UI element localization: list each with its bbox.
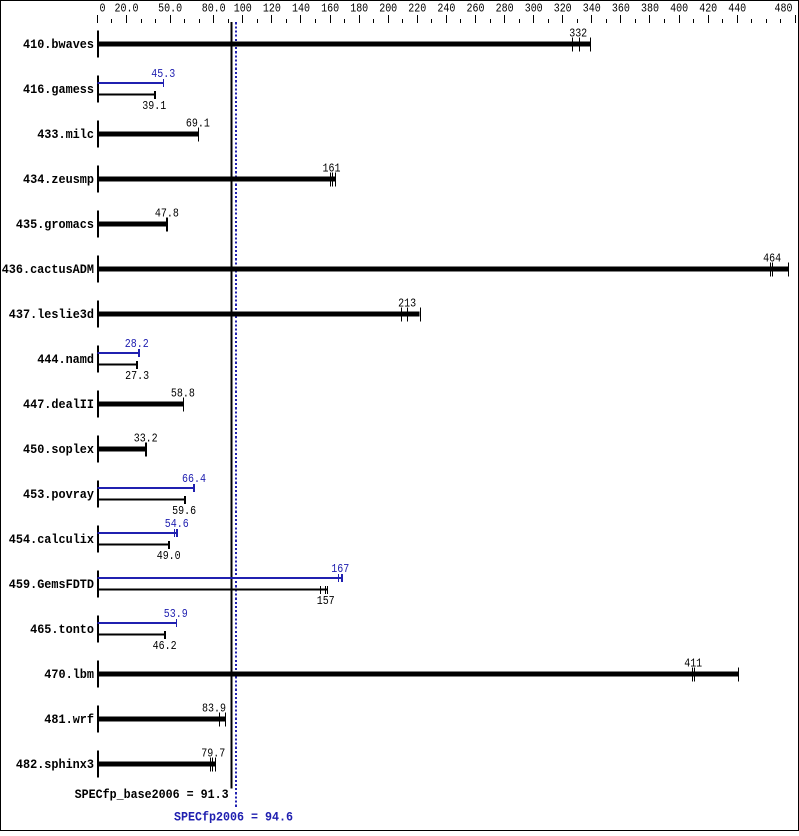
svg-text:433.milc: 433.milc	[37, 127, 94, 142]
svg-text:470.lbm: 470.lbm	[44, 667, 94, 682]
svg-text:260: 260	[467, 2, 485, 16]
svg-text:46.2: 46.2	[153, 639, 177, 653]
svg-text:416.gamess: 416.gamess	[23, 82, 94, 97]
svg-text:160: 160	[321, 2, 339, 16]
svg-text:49.0: 49.0	[157, 549, 181, 563]
svg-text:213: 213	[398, 296, 416, 310]
svg-text:157: 157	[317, 594, 335, 608]
svg-text:33.2: 33.2	[134, 431, 158, 445]
svg-text:200: 200	[379, 2, 397, 16]
svg-text:SPECfp_base2006 = 91.3: SPECfp_base2006 = 91.3	[75, 787, 229, 802]
svg-text:80.0: 80.0	[202, 2, 226, 16]
svg-text:0: 0	[100, 2, 106, 16]
svg-text:240: 240	[437, 2, 455, 16]
svg-text:66.4: 66.4	[182, 472, 206, 486]
svg-text:400: 400	[670, 2, 688, 16]
svg-text:47.8: 47.8	[155, 206, 179, 220]
svg-text:465.tonto: 465.tonto	[30, 622, 94, 637]
svg-text:120: 120	[263, 2, 281, 16]
svg-text:50.0: 50.0	[158, 2, 182, 16]
svg-text:453.povray: 453.povray	[23, 487, 94, 502]
svg-text:180: 180	[350, 2, 368, 16]
svg-text:464: 464	[763, 251, 781, 265]
svg-text:20.0: 20.0	[115, 2, 139, 16]
svg-text:481.wrf: 481.wrf	[44, 712, 94, 727]
svg-text:454.calculix: 454.calculix	[9, 532, 94, 547]
svg-text:444.namd: 444.namd	[37, 352, 94, 367]
svg-text:434.zeusmp: 434.zeusmp	[23, 172, 94, 187]
svg-text:320: 320	[554, 2, 572, 16]
svg-text:39.1: 39.1	[142, 99, 166, 113]
svg-text:100: 100	[234, 2, 252, 16]
svg-text:45.3: 45.3	[151, 67, 175, 81]
svg-text:436.cactusADM: 436.cactusADM	[2, 262, 94, 277]
svg-text:280: 280	[496, 2, 514, 16]
svg-text:27.3: 27.3	[125, 369, 149, 383]
svg-text:161: 161	[323, 161, 341, 175]
svg-text:59.6: 59.6	[172, 504, 196, 518]
svg-text:69.1: 69.1	[186, 116, 210, 130]
svg-text:28.2: 28.2	[125, 337, 149, 351]
svg-text:420: 420	[699, 2, 717, 16]
svg-text:435.gromacs: 435.gromacs	[16, 217, 94, 232]
svg-text:140: 140	[292, 2, 310, 16]
svg-text:167: 167	[331, 562, 349, 576]
svg-text:79.7: 79.7	[201, 746, 225, 760]
svg-text:450.soplex: 450.soplex	[23, 442, 94, 457]
svg-text:480: 480	[775, 2, 793, 16]
svg-text:482.sphinx3: 482.sphinx3	[16, 757, 94, 772]
svg-text:220: 220	[408, 2, 426, 16]
svg-text:360: 360	[612, 2, 630, 16]
svg-text:459.GemsFDTD: 459.GemsFDTD	[9, 577, 94, 592]
svg-text:53.9: 53.9	[164, 607, 188, 621]
svg-text:58.8: 58.8	[171, 386, 195, 400]
svg-text:447.dealII: 447.dealII	[23, 397, 94, 412]
svg-text:411: 411	[684, 656, 702, 670]
svg-text:332: 332	[569, 26, 587, 40]
svg-text:410.bwaves: 410.bwaves	[23, 37, 94, 52]
svg-text:437.leslie3d: 437.leslie3d	[9, 307, 94, 322]
svg-text:SPECfp2006 = 94.6: SPECfp2006 = 94.6	[174, 810, 293, 825]
svg-text:440: 440	[728, 2, 746, 16]
svg-text:83.9: 83.9	[202, 701, 226, 715]
svg-text:340: 340	[583, 2, 601, 16]
svg-text:380: 380	[641, 2, 659, 16]
svg-text:54.6: 54.6	[165, 517, 189, 531]
svg-text:300: 300	[525, 2, 543, 16]
